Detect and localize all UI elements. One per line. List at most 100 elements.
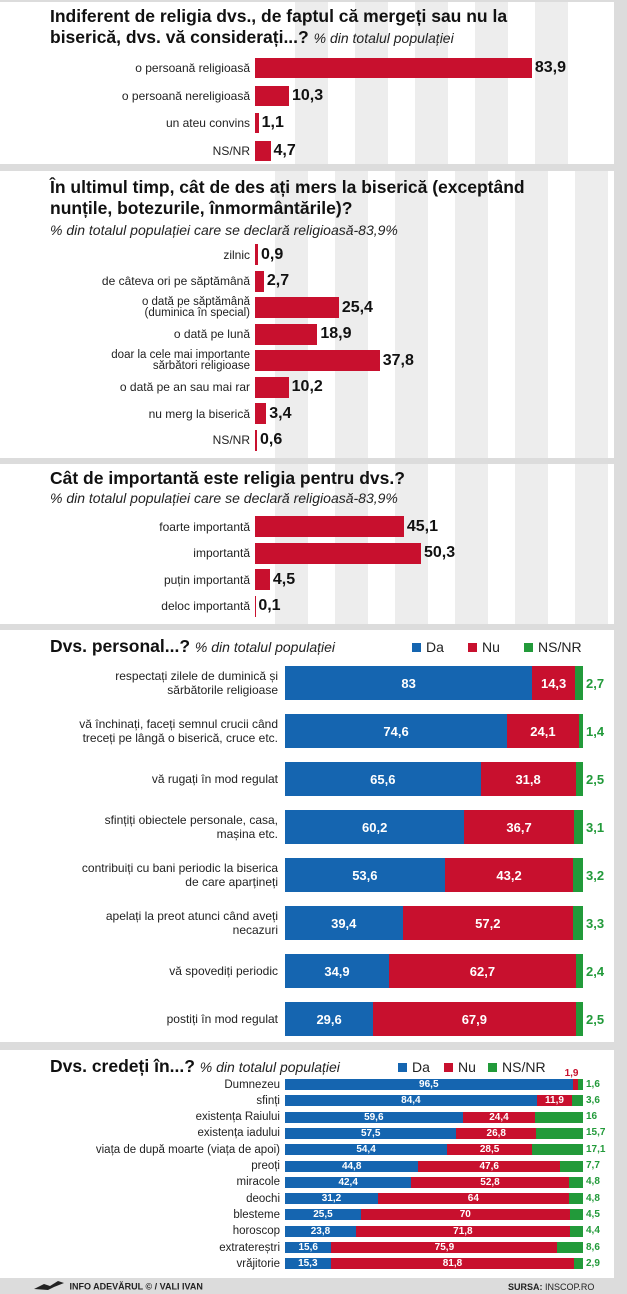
value-label-ns: 17,1 bbox=[586, 1143, 606, 1155]
segment-ns bbox=[578, 714, 583, 748]
segment-nu: 43,2 bbox=[444, 858, 574, 892]
value-label: 4,7 bbox=[273, 141, 296, 159]
category-label: extratereștri bbox=[219, 1241, 280, 1254]
segment-ns bbox=[535, 1111, 583, 1123]
chart-5-title: Dvs. credeți în...? % din totalul popula… bbox=[50, 1056, 410, 1078]
value-label-ns: 3,6 bbox=[586, 1094, 600, 1106]
legend-label: Nu bbox=[458, 1059, 476, 1075]
category-label: doar la cele mai importante sărbători rel… bbox=[111, 348, 250, 372]
chart-4-title-text: Dvs. personal...? bbox=[50, 636, 191, 656]
segment-da: 54,4 bbox=[285, 1144, 448, 1156]
legend-swatch-da bbox=[412, 642, 421, 652]
value-label: 0,1 bbox=[258, 597, 281, 614]
legend-swatch-nu bbox=[444, 1062, 453, 1072]
data-bar bbox=[255, 85, 289, 106]
data-bar bbox=[255, 270, 264, 292]
segment-ns bbox=[572, 1095, 583, 1107]
category-label: preoți bbox=[251, 1160, 280, 1172]
segment-da: 84,4 bbox=[285, 1095, 537, 1107]
category-label: Dumnezeu bbox=[224, 1078, 280, 1091]
segment-nu: 57,2 bbox=[402, 906, 574, 940]
legend-swatch-da bbox=[398, 1062, 407, 1072]
chart-5-legend-ns: NS/NR bbox=[488, 1059, 546, 1075]
segment-nu: 28,5 bbox=[447, 1144, 533, 1156]
value-label: 45,1 bbox=[406, 517, 438, 535]
category-label: zilnic bbox=[223, 247, 250, 262]
segment-da: 60,2 bbox=[285, 810, 465, 844]
data-bar bbox=[255, 516, 404, 537]
segment-ns bbox=[574, 666, 583, 700]
segment-nu: 81,8 bbox=[330, 1258, 575, 1270]
legend-label: Da bbox=[412, 1059, 430, 1075]
chart-4-legend-nu: Nu bbox=[468, 639, 500, 655]
data-bar bbox=[255, 429, 257, 451]
segment-ns bbox=[573, 906, 583, 940]
value-label-ns: 1,6 bbox=[586, 1078, 600, 1090]
value-label-ns: 2,7 bbox=[586, 675, 605, 691]
category-label: vrăjitorie bbox=[236, 1257, 280, 1270]
category-label: postiți în mod regulat bbox=[166, 1012, 278, 1026]
value-label: 10,3 bbox=[291, 86, 324, 104]
segment-ns bbox=[578, 1079, 583, 1090]
value-label: 0,9 bbox=[260, 245, 284, 263]
segment-da: 25,5 bbox=[285, 1209, 361, 1221]
value-label-ns: 2,9 bbox=[586, 1257, 600, 1269]
legend-swatch-nu bbox=[468, 642, 477, 652]
category-label: contribuiți cu bani periodic la biserica… bbox=[81, 861, 278, 889]
chart-5-subtitle: % din totalul populației bbox=[199, 1059, 340, 1075]
footer-source: SURSA: INSCOP.RO bbox=[508, 1282, 594, 1292]
category-label: un ateu convins bbox=[165, 116, 250, 130]
segment-nu: 62,7 bbox=[389, 954, 576, 988]
chart-1-subtitle: % din totalul populației bbox=[313, 30, 454, 46]
category-label: NS/NR bbox=[212, 433, 250, 447]
panel-beliefs: Dvs. credeți în...? % din totalul popula… bbox=[0, 1050, 614, 1278]
value-label: 2,7 bbox=[266, 272, 290, 289]
legend-label: NS/NR bbox=[502, 1059, 546, 1075]
segment-nu bbox=[572, 1079, 579, 1090]
value-label: 50,3 bbox=[423, 544, 456, 561]
value-label-ns: 3,2 bbox=[586, 867, 605, 883]
segment-da: 53,6 bbox=[285, 858, 445, 892]
value-label-nu: 1,9 bbox=[564, 1068, 579, 1079]
panel-religious-identity: Indiferent de religia dvs., de faptul că… bbox=[0, 2, 614, 164]
data-bar bbox=[255, 297, 339, 318]
segment-da: 29,6 bbox=[285, 1002, 374, 1036]
data-bar bbox=[255, 244, 258, 265]
segment-nu: 47,6 bbox=[418, 1160, 561, 1172]
source-value: INSCOP.RO bbox=[545, 1282, 595, 1292]
value-label-ns: 4,8 bbox=[586, 1192, 600, 1204]
category-label: o persoană nereligioasă bbox=[121, 88, 250, 103]
value-label-ns: 2,5 bbox=[586, 771, 605, 787]
segment-nu: 67,9 bbox=[373, 1002, 576, 1036]
category-label: viața de după moarte (viața de apoi) bbox=[95, 1143, 280, 1156]
category-label: miracole bbox=[236, 1176, 280, 1189]
chart-5-legend-da: Da bbox=[398, 1059, 430, 1075]
data-bar bbox=[255, 323, 318, 345]
segment-ns bbox=[575, 762, 583, 796]
data-bar bbox=[255, 113, 259, 133]
data-bar bbox=[255, 376, 289, 398]
category-label: vă rugați în mod regulat bbox=[151, 772, 278, 786]
segment-ns bbox=[574, 1258, 583, 1270]
legend-swatch-ns bbox=[524, 642, 533, 652]
chart-4-legend-ns: NS/NR bbox=[524, 639, 582, 655]
segment-da: 65,6 bbox=[285, 762, 481, 796]
chart-2-subtitle: % din totalul populației care se declară… bbox=[50, 222, 398, 238]
value-label: 1,1 bbox=[261, 114, 284, 131]
category-label: deochi bbox=[246, 1192, 280, 1205]
segment-da: 15,3 bbox=[285, 1258, 331, 1270]
chart-4-title: Dvs. personal...? % din totalul populați… bbox=[50, 636, 410, 658]
value-label-ns: 2,4 bbox=[586, 963, 605, 979]
category-label: nu merg la biserică bbox=[148, 406, 250, 421]
value-label-ns: 8,6 bbox=[586, 1241, 600, 1253]
segment-ns bbox=[573, 810, 583, 844]
value-label: 37,8 bbox=[382, 351, 414, 369]
segment-ns bbox=[575, 954, 583, 988]
segment-nu: 52,8 bbox=[411, 1176, 569, 1188]
segment-nu: 36,7 bbox=[464, 810, 574, 844]
chart-4-legend-da: Da bbox=[412, 639, 444, 655]
value-label: 3,4 bbox=[269, 404, 292, 422]
data-bar bbox=[255, 350, 380, 371]
segment-nu: 71,8 bbox=[355, 1225, 570, 1237]
segment-nu: 24,1 bbox=[507, 714, 579, 748]
